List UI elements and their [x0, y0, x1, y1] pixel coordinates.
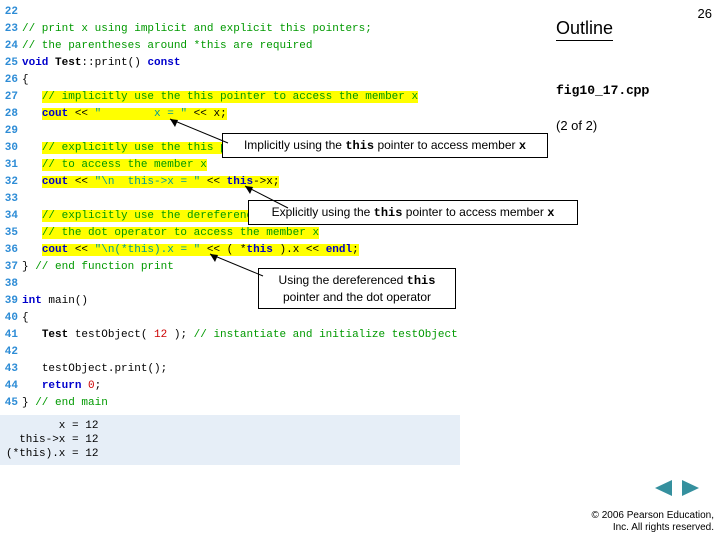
- slide-number: 26: [698, 6, 712, 21]
- outline-label: Outline: [556, 18, 613, 41]
- code-line: 36 cout << "\n(*this).x = " << ( *this )…: [0, 242, 460, 259]
- callout-text: pointer to access member: [374, 138, 519, 152]
- code-text: void Test::print() const: [22, 55, 460, 72]
- line-number: 40: [0, 310, 22, 327]
- line-number: 43: [0, 361, 22, 378]
- code-line: 42: [0, 344, 460, 361]
- filename-label: fig10_17.cpp: [556, 82, 649, 98]
- callout-mono: this: [345, 139, 374, 153]
- line-number: 36: [0, 242, 22, 259]
- code-text: cout << " x = " << x;: [22, 106, 460, 123]
- callout-mono: this: [407, 274, 436, 288]
- code-text: cout << "\n(*this).x = " << ( *this ).x …: [22, 242, 460, 259]
- line-number: 29: [0, 123, 22, 140]
- nav-buttons: [652, 478, 702, 498]
- line-number: 24: [0, 38, 22, 55]
- line-number: 32: [0, 174, 22, 191]
- line-number: 22: [0, 4, 22, 21]
- line-number: 33: [0, 191, 22, 208]
- code-text: cout << "\n this->x = " << this->x;: [22, 174, 460, 191]
- code-line: 23// print x using implicit and explicit…: [0, 21, 460, 38]
- code-line: 25void Test::print() const: [0, 55, 460, 72]
- filename-mono: fig10_17.: [556, 83, 626, 98]
- callout-text: Explicitly using the: [272, 205, 374, 219]
- code-text: Test testObject( 12 ); // instantiate an…: [22, 327, 460, 344]
- callout-implicit: Implicitly using the this pointer to acc…: [222, 133, 548, 158]
- line-number: 27: [0, 89, 22, 106]
- code-text: testObject.print();: [22, 361, 460, 378]
- line-number: 25: [0, 55, 22, 72]
- line-number: 39: [0, 293, 22, 310]
- line-number: 41: [0, 327, 22, 344]
- code-line: 32 cout << "\n this->x = " << this->x;: [0, 174, 460, 191]
- output-block: x = 12 this->x = 12 (*this).x = 12: [0, 415, 460, 465]
- code-text: return 0;: [22, 378, 460, 395]
- line-number: 44: [0, 378, 22, 395]
- code-line: 27 // implicitly use the this pointer to…: [0, 89, 460, 106]
- code-line: 41 Test testObject( 12 ); // instantiate…: [0, 327, 460, 344]
- callout-text: pointer to access member: [402, 205, 547, 219]
- line-number: 28: [0, 106, 22, 123]
- callout-text: Implicitly using the: [244, 138, 345, 152]
- code-text: // print x using implicit and explicit t…: [22, 21, 460, 38]
- callout-mono: this: [374, 206, 403, 220]
- code-line: 45} // end main: [0, 395, 460, 412]
- callout-text: pointer and the dot operator: [283, 290, 431, 304]
- line-number: 37: [0, 259, 22, 276]
- code-line: 22: [0, 4, 460, 21]
- callout-explicit: Explicitly using the this pointer to acc…: [248, 200, 578, 225]
- callout-mono: x: [547, 206, 554, 220]
- code-line: 35 // the dot operator to access the mem…: [0, 225, 460, 242]
- code-line: 40{: [0, 310, 460, 327]
- line-number: 31: [0, 157, 22, 174]
- line-number: 45: [0, 395, 22, 412]
- callout-deref: Using the dereferenced this pointer and …: [258, 268, 456, 309]
- code-text: {: [22, 72, 460, 89]
- prev-button[interactable]: [652, 478, 674, 498]
- code-text: } // end main: [22, 395, 460, 412]
- code-line: 28 cout << " x = " << x;: [0, 106, 460, 123]
- code-line: 26{: [0, 72, 460, 89]
- callout-text: Using the dereferenced: [279, 273, 407, 287]
- line-number: 34: [0, 208, 22, 225]
- pager-label: (2 of 2): [556, 118, 597, 133]
- filename-ext: cpp: [626, 82, 649, 97]
- copyright: © 2006 Pearson Education,Inc. All rights…: [592, 510, 714, 534]
- callout-mono: x: [519, 139, 526, 153]
- line-number: 38: [0, 276, 22, 293]
- code-text: // implicitly use the this pointer to ac…: [22, 89, 460, 106]
- code-text: // the dot operator to access the member…: [22, 225, 460, 242]
- code-line: 43 testObject.print();: [0, 361, 460, 378]
- code-line: 44 return 0;: [0, 378, 460, 395]
- code-line: 24// the parentheses around *this are re…: [0, 38, 460, 55]
- line-number: 42: [0, 344, 22, 361]
- code-text: // to access the member x: [22, 157, 460, 174]
- line-number: 26: [0, 72, 22, 89]
- line-number: 23: [0, 21, 22, 38]
- line-number: 35: [0, 225, 22, 242]
- next-button[interactable]: [680, 478, 702, 498]
- code-text: {: [22, 310, 460, 327]
- code-line: 31 // to access the member x: [0, 157, 460, 174]
- line-number: 30: [0, 140, 22, 157]
- code-text: // the parentheses around *this are requ…: [22, 38, 460, 55]
